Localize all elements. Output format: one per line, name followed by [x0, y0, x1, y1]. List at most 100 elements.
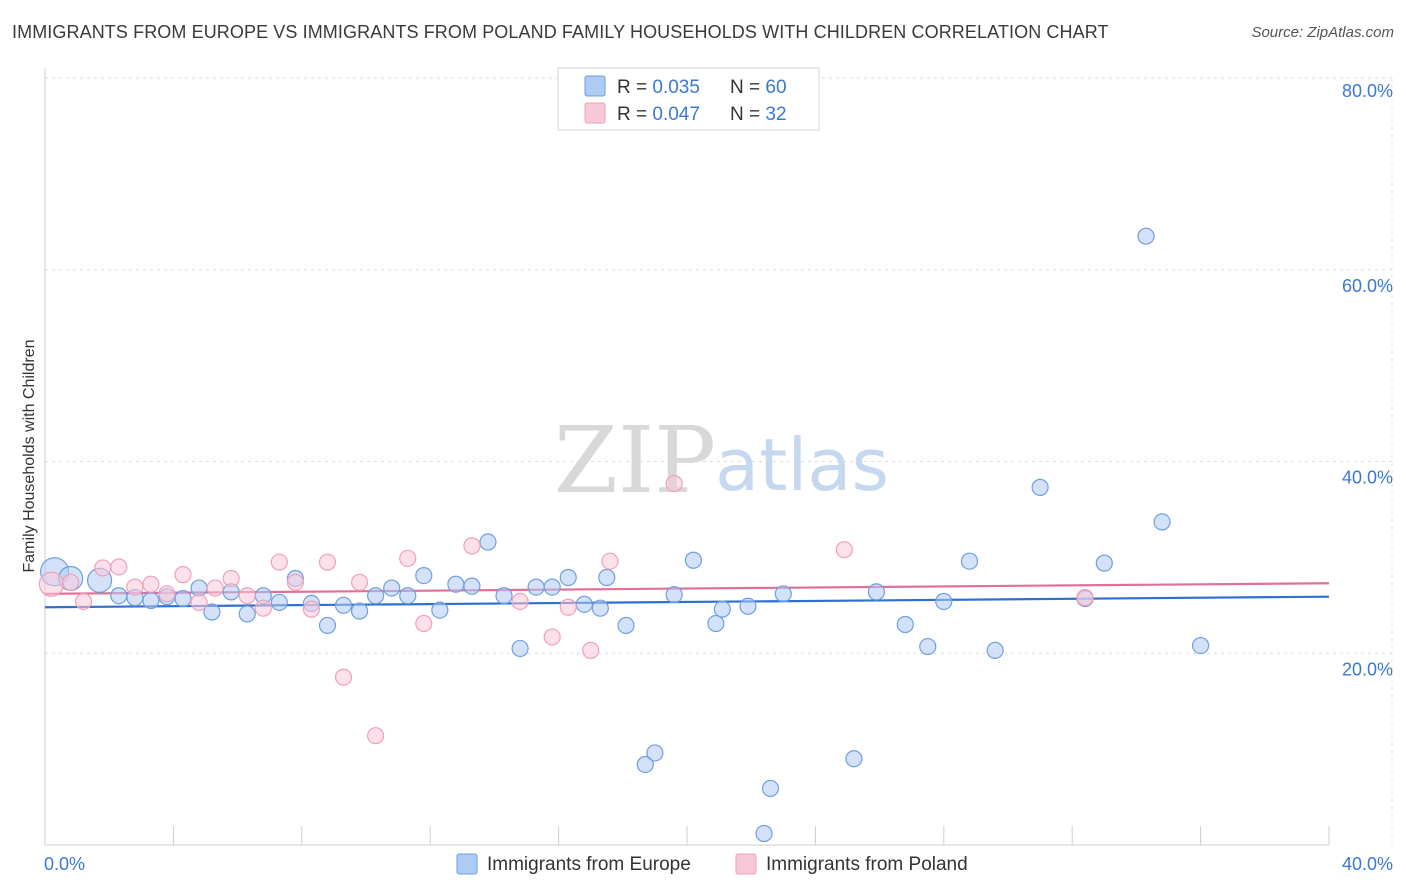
x-tick-label-max: 40.0%	[1342, 854, 1393, 874]
labels-layer: 20.0% 40.0% 60.0% 80.0% 0.0% 40.0%	[44, 81, 1393, 874]
y-axis-label: Family Households with Children	[21, 340, 38, 573]
point-europe	[334, 596, 353, 614]
point-europe	[495, 587, 513, 605]
point-poland	[158, 585, 176, 603]
point-poland	[415, 614, 433, 633]
point-europe	[1191, 636, 1210, 655]
point-poland	[367, 727, 385, 745]
series-poland-points	[38, 474, 1094, 745]
point-poland	[1076, 589, 1094, 607]
series-europe-points	[40, 227, 1210, 843]
y-tick-label: 40.0%	[1342, 468, 1393, 488]
chart-source: Source: ZipAtlas.com	[1251, 24, 1394, 41]
point-poland	[74, 592, 93, 611]
point-europe	[350, 602, 369, 620]
chart-title: IMMIGRANTS FROM EUROPE VS IMMIGRANTS FRO…	[12, 22, 1109, 42]
legend-swatch-poland	[584, 102, 606, 124]
point-europe	[1137, 227, 1155, 245]
point-europe	[919, 637, 937, 656]
point-europe	[447, 575, 465, 593]
x-tick-label-min: 0.0%	[44, 854, 85, 874]
series-legend-swatch-poland	[735, 853, 757, 875]
watermark-atlas: atlas	[715, 423, 889, 507]
point-europe	[431, 601, 449, 619]
point-europe	[110, 587, 128, 605]
points-layer	[38, 227, 1210, 843]
point-europe	[665, 586, 683, 604]
point-poland	[222, 569, 240, 588]
point-poland	[511, 592, 529, 611]
point-poland	[142, 575, 160, 593]
point-europe	[399, 587, 417, 605]
point-europe	[591, 599, 609, 617]
point-poland	[126, 578, 144, 596]
point-poland	[350, 573, 369, 591]
point-europe	[270, 593, 288, 612]
series-legend-poland: Immigrants from Poland	[766, 854, 968, 875]
point-europe	[479, 533, 497, 551]
y-tick-label: 80.0%	[1342, 81, 1393, 101]
point-poland	[62, 573, 80, 591]
point-poland	[110, 558, 128, 576]
point-poland	[334, 668, 353, 686]
point-europe	[646, 744, 664, 762]
point-poland	[318, 553, 337, 571]
point-poland	[399, 549, 417, 567]
legend-r-value-europe: 0.035	[652, 77, 700, 98]
point-europe	[1031, 478, 1049, 496]
y-tick-label: 20.0%	[1342, 659, 1393, 679]
axis-layer	[44, 68, 1330, 846]
point-europe	[318, 616, 337, 635]
point-europe	[559, 568, 577, 587]
point-europe	[713, 600, 731, 618]
grid-layer	[45, 77, 1393, 845]
legend-n-label: N =	[730, 104, 765, 125]
point-europe	[203, 603, 221, 621]
point-poland	[601, 552, 619, 570]
point-europe	[174, 590, 192, 608]
svg-text:N = 60: N = 60	[730, 77, 787, 98]
legend-r-value-poland: 0.047	[652, 104, 700, 125]
point-europe	[935, 592, 953, 611]
correlation-legend: R = 0.035 N = 60 R = 0.047 N = 32	[557, 67, 820, 131]
y-tick-label: 60.0%	[1342, 276, 1393, 296]
point-poland	[190, 593, 208, 612]
point-europe	[238, 605, 256, 623]
point-europe	[142, 591, 160, 610]
svg-text:R = 0.035: R = 0.035	[617, 77, 700, 98]
point-europe	[598, 568, 616, 587]
legend-n-label: N =	[730, 77, 765, 98]
point-europe	[960, 552, 979, 570]
point-europe	[867, 583, 885, 601]
point-europe	[190, 579, 208, 597]
point-europe	[845, 750, 863, 768]
point-europe	[896, 615, 914, 634]
point-europe	[1095, 554, 1113, 572]
point-poland	[665, 474, 683, 493]
point-poland	[270, 553, 288, 571]
legend-r-label: R =	[617, 77, 652, 98]
point-europe	[415, 566, 433, 585]
trendline-europe	[44, 595, 1330, 609]
point-europe	[383, 579, 401, 597]
point-europe	[755, 824, 773, 843]
point-europe	[774, 585, 792, 603]
svg-text:R = 0.047: R = 0.047	[617, 104, 700, 125]
point-europe	[527, 578, 545, 596]
legend-n-value-europe: 60	[765, 77, 786, 98]
point-poland	[582, 641, 600, 659]
point-poland	[38, 571, 65, 597]
point-europe	[761, 779, 780, 798]
point-europe	[463, 577, 481, 595]
point-poland	[94, 559, 112, 577]
point-poland	[463, 537, 481, 555]
point-europe	[684, 551, 703, 569]
point-europe	[707, 614, 725, 633]
svg-text:N = 32: N = 32	[730, 104, 787, 125]
legend-n-value-poland: 32	[765, 104, 786, 125]
watermark: ZIP atlas	[554, 407, 889, 514]
point-europe	[636, 755, 654, 774]
point-europe	[367, 587, 385, 605]
point-poland	[206, 579, 224, 597]
series-legend-swatch-europe	[456, 853, 478, 875]
